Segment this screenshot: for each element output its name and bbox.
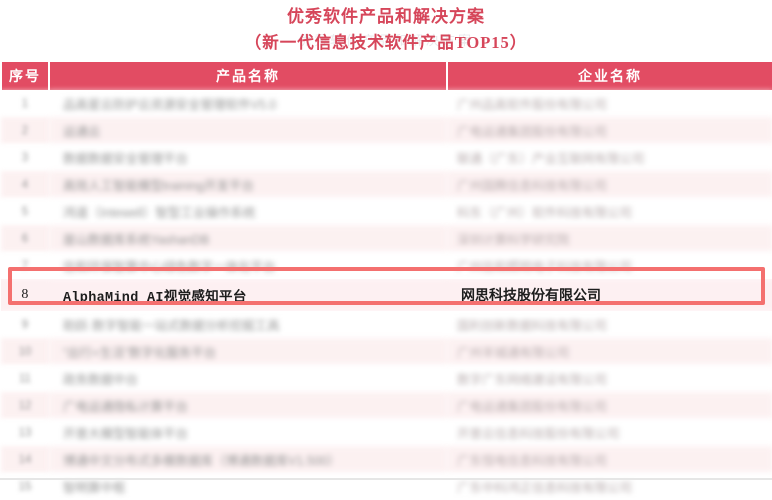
cell-company-name: 广州品高软件股份有限公司 (447, 90, 772, 117)
cell-company-name: 数字广东网络建设有限公司 (447, 365, 772, 392)
cell-index: 8 (1, 279, 49, 311)
cell-company-name: 广电运通集团股份有限公司 (447, 392, 772, 419)
column-header-index: 序号 (0, 62, 50, 90)
cell-product-name: 广电运通隐私计算平台 (49, 392, 447, 419)
cell-index: 6 (1, 225, 49, 252)
page-title: 优秀软件产品和解决方案 (287, 7, 485, 26)
cell-company-name: 国利创新数据科技有限公司 (447, 311, 772, 338)
cell-company-name: 开普云信息科技股份有限公司 (447, 419, 772, 446)
cell-company-name: 广电运通集团股份有限公司 (447, 117, 772, 144)
table-header: 序号 产品名称 企业名称 (0, 62, 772, 90)
cell-product-name: 崖山数据库系统YashanDB (49, 225, 447, 252)
cell-product-name: 数据数据安全管理平台 (49, 144, 447, 171)
cell-company-name: 网思科技股份有限公司 (447, 279, 772, 311)
table-row: 12 广电运通隐私计算平台 广电运通集团股份有限公司 (1, 392, 772, 419)
table-row: 11 政务数据中台 数字广东网络建设有限公司 (1, 365, 772, 392)
cell-company-name: 广州羊城通有限公司 (447, 338, 772, 365)
cell-product-name: 运通云 (49, 117, 447, 144)
cell-product-name: 政务数据中台 (49, 365, 447, 392)
cell-index: 5 (1, 198, 49, 225)
cell-product-name: 信和环保智算中心绿色数字一体化平台 (49, 252, 447, 279)
table-row-highlighted: 8 AlphaMind AI视觉感知平台 网思科技股份有限公司 (1, 279, 772, 311)
table-row: 10 “出行+生活”数字化服务平台 广州羊城通有限公司 (1, 338, 772, 365)
cell-company-name: 科东（广州）软件科技有限公司 (447, 198, 772, 225)
cell-product-name: AlphaMind AI视觉感知平台 (49, 279, 447, 311)
cell-index: 2 (1, 117, 49, 144)
cell-index: 11 (1, 365, 49, 392)
cell-product-name: 品高星云防护云资源安全管理软件V5.0 (49, 90, 447, 117)
table-row: 3 数据数据安全管理平台 联通（广东）产业互联网有限公司 (1, 144, 772, 171)
table-row: 1 品高星云防护云资源安全管理软件V5.0 广州品高软件股份有限公司 (1, 90, 772, 117)
table-row: 9 助跃·数字智能一站式数据分析挖掘工具 国利创新数据科技有限公司 (1, 311, 772, 338)
table-row: 6 崖山数据库系统YashanDB 深圳计算科学研究院 (1, 225, 772, 252)
cell-product-name: 博通中文分布式多模数据库（博通数据库V1.500） (49, 446, 447, 473)
cell-company-name: 广州国腾信息科技有限公司 (447, 171, 772, 198)
ranking-table-container: 序号 产品名称 企业名称 1 品高星云防护云资源安全管理软件V5.0 广州品高软件股… (0, 62, 772, 500)
cell-product-name: 开普大模型智能体平台 (49, 419, 447, 446)
title-block: 优秀软件产品和解决方案 （新一代信息技术软件产品TOP15） (0, 0, 772, 56)
cell-product-name: “出行+生活”数字化服务平台 (49, 338, 447, 365)
cell-product-name: 鸿道（Intewell）智型工业操作系统 (49, 198, 447, 225)
cell-company-name: 广州信和照明电子科技有限公司 (447, 252, 772, 279)
cell-index: 14 (1, 446, 49, 473)
table-row: 5 鸿道（Intewell）智型工业操作系统 科东（广州）软件科技有限公司 (1, 198, 772, 225)
cell-company-name: 联通（广东）产业互联网有限公司 (447, 144, 772, 171)
page-subtitle: （新一代信息技术软件产品TOP15） (244, 33, 528, 52)
cell-index: 13 (1, 419, 49, 446)
page-bottom-edge (0, 478, 772, 480)
cell-index: 12 (1, 392, 49, 419)
table-row: 13 开普大模型智能体平台 开普云信息科技股份有限公司 (1, 419, 772, 446)
cell-company-name: 广东恒电信息科技有限公司 (447, 446, 772, 473)
table-row: 4 高效人工智能模型training开发平台 广州国腾信息科技有限公司 (1, 171, 772, 198)
table-row: 7 信和环保智算中心绿色数字一体化平台 广州信和照明电子科技有限公司 (1, 252, 772, 279)
cell-index: 4 (1, 171, 49, 198)
table-row: 2 运通云 广电运通集团股份有限公司 (1, 117, 772, 144)
cell-index: 9 (1, 311, 49, 338)
column-header-product: 产品名称 (48, 62, 448, 90)
cell-company-name: 深圳计算科学研究院 (447, 225, 772, 252)
table-body: 1 品高星云防护云资源安全管理软件V5.0 广州品高软件股份有限公司 2 运通云 广电运通… (1, 90, 772, 500)
cell-index: 1 (1, 90, 49, 117)
table-row: 14 博通中文分布式多模数据库（博通数据库V1.500） 广东恒电信息科技有限公司 (1, 446, 772, 473)
table-header-row: 序号 产品名称 企业名称 (0, 62, 772, 90)
cell-index: 3 (1, 144, 49, 171)
ranking-table: 序号 产品名称 企业名称 1 品高星云防护云资源安全管理软件V5.0 广州品高软件股… (0, 62, 772, 500)
column-header-company: 企业名称 (446, 62, 772, 90)
cell-product-name: 高效人工智能模型training开发平台 (49, 171, 447, 198)
cell-index: 7 (1, 252, 49, 279)
cell-product-name: 助跃·数字智能一站式数据分析挖掘工具 (49, 311, 447, 338)
cell-index: 10 (1, 338, 49, 365)
